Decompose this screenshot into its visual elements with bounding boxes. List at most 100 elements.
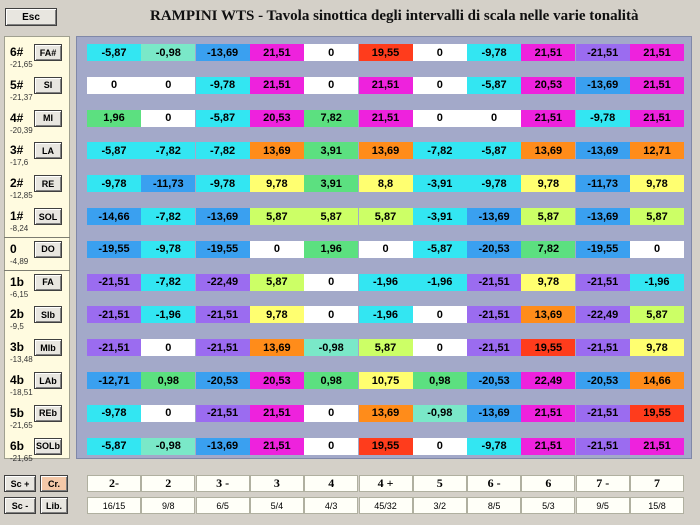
interval-ratio: 16/15 — [87, 497, 141, 514]
interval-cell: 21,51 — [630, 109, 684, 127]
key-button-fasharp[interactable]: FA# — [34, 44, 62, 61]
interval-cell: 0 — [358, 240, 413, 258]
interval-ratio: 15/8 — [630, 497, 684, 514]
tonic-cents-offset: -21,65 — [10, 60, 33, 69]
interval-cell: 5,87 — [521, 208, 576, 225]
interval-cell: -9,78 — [467, 437, 522, 455]
scale-degree-header: 2- — [87, 475, 141, 492]
interval-cell: 21,51 — [358, 109, 413, 127]
interval-cell: 21,51 — [630, 76, 684, 94]
interval-cell: -7,82 — [195, 142, 250, 160]
interval-cell: -21,51 — [195, 306, 250, 324]
interval-cell: 5,87 — [630, 306, 684, 324]
scale-down-button[interactable]: Sc - — [4, 497, 36, 514]
interval-cell: 10,75 — [358, 372, 413, 389]
interval-cell: 0,98 — [141, 372, 196, 389]
key-button-la[interactable]: LA — [34, 142, 62, 160]
interval-cell: 0 — [87, 76, 141, 94]
key-button-fa[interactable]: FA — [34, 273, 62, 291]
interval-ratio: 9/8 — [141, 497, 196, 514]
tonic-cents-offset: -18,51 — [10, 388, 33, 397]
interval-cell: -19,55 — [195, 240, 250, 258]
interval-cell: 19,55 — [358, 44, 413, 61]
cr-button[interactable]: Cr. — [40, 475, 68, 492]
scale-degree-header: 5 — [412, 475, 467, 492]
tonic-cents-offset: -17,6 — [10, 158, 29, 168]
scale-degree-header: 4 — [304, 475, 359, 492]
lib-button[interactable]: Lib. — [40, 497, 68, 514]
interval-cell: -5,87 — [87, 437, 141, 455]
interval-cell: 0 — [467, 109, 522, 127]
interval-cell: -9,78 — [87, 175, 141, 193]
interval-cell: -21,51 — [575, 437, 630, 455]
tonic-cents-offset: -6,15 — [10, 289, 29, 299]
interval-cell: 7,82 — [304, 109, 359, 127]
tonic-cents-offset: -21,37 — [10, 92, 33, 102]
key-button-sol[interactable]: SOL — [34, 208, 62, 225]
interval-cell: 20,53 — [249, 109, 304, 127]
scale-degree-header: 7 — [630, 475, 684, 492]
key-signature-label: 6# — [10, 45, 24, 59]
page-title: RAMPINI WTS - Tavola sinottica degli int… — [150, 8, 639, 24]
interval-cell: 0 — [412, 339, 467, 357]
key-button-re[interactable]: RE — [34, 175, 62, 193]
interval-cell: 20,53 — [249, 372, 304, 389]
scale-degree-header: 3 - — [195, 475, 250, 492]
tonic-cents-offset: -20,39 — [10, 125, 33, 135]
interval-cell: 9,78 — [249, 306, 304, 324]
key-button-si[interactable]: SI — [34, 76, 62, 94]
interval-cell: -1,96 — [412, 273, 467, 291]
interval-cell: -12,71 — [87, 372, 141, 389]
interval-cell: -9,78 — [141, 240, 196, 258]
interval-cell: 9,78 — [249, 175, 304, 193]
key-button-do[interactable]: DO — [34, 240, 62, 258]
interval-cell: -9,78 — [467, 175, 522, 193]
interval-cell: -20,53 — [195, 372, 250, 389]
key-button-lab[interactable]: LAb — [34, 372, 62, 389]
key-signature-label: 5b — [10, 405, 25, 420]
interval-cell: -5,87 — [412, 240, 467, 258]
interval-cell: -1,96 — [630, 273, 684, 291]
interval-cell: -0,98 — [304, 339, 359, 357]
key-button-reb[interactable]: REb — [34, 404, 62, 422]
interval-cell: 0 — [304, 306, 359, 324]
interval-cell: 9,78 — [630, 339, 684, 357]
key-button-mi[interactable]: MI — [34, 109, 62, 127]
interval-ratio: 3/2 — [412, 497, 467, 514]
interval-cell: 21,51 — [249, 404, 304, 422]
interval-ratio: 4/3 — [304, 497, 359, 514]
key-signature-label: 6b — [10, 438, 25, 453]
interval-cell: -5,87 — [87, 44, 141, 61]
interval-cell: 5,87 — [630, 208, 684, 225]
interval-cell: -0,98 — [141, 437, 196, 455]
interval-cell: 21,51 — [521, 44, 576, 61]
interval-cell: -1,96 — [141, 306, 196, 324]
interval-cell: 21,51 — [630, 437, 684, 455]
interval-cell: -9,78 — [195, 175, 250, 193]
interval-cell: 21,51 — [249, 76, 304, 94]
key-button-mib[interactable]: MIb — [34, 339, 62, 357]
interval-cell: -7,82 — [141, 208, 196, 225]
interval-cell: -21,51 — [87, 273, 141, 291]
interval-cell: 19,55 — [358, 437, 413, 455]
interval-cell: -11,73 — [141, 175, 196, 193]
interval-ratio: 5/3 — [521, 497, 576, 514]
key-signature-label: 5# — [10, 77, 24, 92]
esc-button[interactable]: Esc — [5, 8, 57, 26]
interval-cell: -3,91 — [412, 175, 467, 193]
tonic-cents-offset: -9,5 — [10, 322, 24, 332]
interval-cell: -20,53 — [575, 372, 630, 389]
key-button-solb[interactable]: SOLb — [34, 437, 62, 455]
interval-cell: 21,51 — [521, 437, 576, 455]
interval-cell: -5,87 — [467, 76, 522, 94]
interval-ratio: 45/32 — [358, 497, 413, 514]
interval-cell: -7,82 — [141, 273, 196, 291]
interval-cell: 1,96 — [87, 109, 141, 127]
interval-cell: 21,51 — [249, 44, 304, 61]
scale-degree-header: 3 — [249, 475, 304, 492]
key-button-sib[interactable]: SIb — [34, 306, 62, 324]
interval-cell: -9,78 — [467, 44, 522, 61]
scale-up-button[interactable]: Sc + — [4, 475, 36, 492]
interval-cell: 0 — [630, 240, 684, 258]
interval-cell: 13,69 — [249, 142, 304, 160]
